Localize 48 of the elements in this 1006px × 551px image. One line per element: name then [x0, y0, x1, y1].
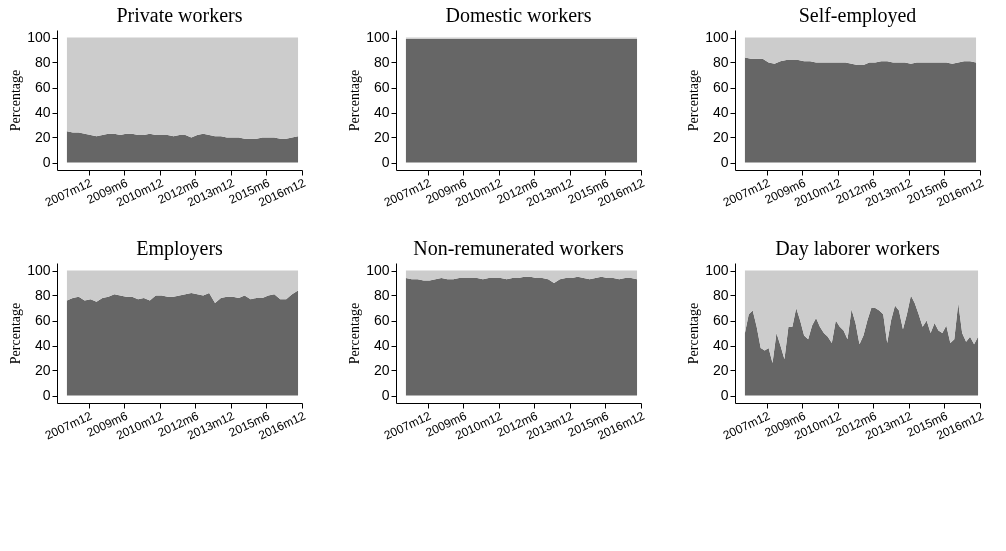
- y-tick-label: 100: [705, 29, 729, 45]
- chart-title: Domestic workers: [445, 4, 592, 26]
- y-tick-label: 20: [373, 129, 390, 145]
- y-tick-label: 100: [366, 29, 390, 45]
- y-tick-label: 20: [373, 362, 390, 378]
- y-tick-label: 20: [712, 362, 729, 378]
- y-tick-label: 0: [42, 387, 51, 403]
- y-tick-label: 0: [42, 154, 51, 170]
- y-tick-label: 0: [381, 154, 390, 170]
- y-tick-label: 100: [27, 262, 51, 278]
- y-tick-label: 20: [34, 129, 51, 145]
- y-tick-label: 20: [712, 129, 729, 145]
- y-tick-label: 80: [34, 54, 51, 70]
- chart-title: Non-remunerated workers: [413, 237, 624, 259]
- y-tick-label: 60: [373, 312, 390, 328]
- y-tick-label: 80: [373, 54, 390, 70]
- y-tick-label: 100: [27, 29, 51, 45]
- y-tick-label: 80: [712, 54, 729, 70]
- y-axis-title: Percentage: [347, 69, 363, 132]
- y-tick-label: 40: [373, 337, 390, 353]
- y-tick-label: 80: [373, 287, 390, 303]
- y-tick-label: 100: [366, 262, 390, 278]
- chart-title: Self-employed: [798, 4, 917, 27]
- y-axis-title: Percentage: [8, 302, 24, 365]
- y-tick-label: 40: [712, 104, 729, 120]
- y-tick-label: 40: [34, 337, 51, 353]
- y-axis-title: Percentage: [686, 302, 702, 365]
- y-tick-label: 100: [705, 262, 729, 278]
- chart-title: Employers: [136, 237, 224, 260]
- y-tick-label: 20: [34, 362, 51, 378]
- y-tick-label: 0: [381, 387, 390, 403]
- y-tick-label: 60: [34, 79, 51, 95]
- y-axis-title: Percentage: [8, 69, 24, 132]
- y-tick-label: 40: [34, 104, 51, 120]
- y-tick-label: 60: [373, 79, 390, 95]
- y-tick-label: 0: [720, 154, 729, 170]
- y-tick-label: 80: [712, 287, 729, 303]
- chart-title: Private workers: [116, 4, 243, 26]
- y-tick-label: 0: [720, 387, 729, 403]
- y-tick-label: 80: [34, 287, 51, 303]
- y-axis-title: Percentage: [686, 69, 702, 132]
- y-tick-label: 40: [373, 104, 390, 120]
- chart-title: Day laborer workers: [775, 237, 940, 260]
- y-axis-title: Percentage: [347, 302, 363, 365]
- y-tick-label: 60: [34, 312, 51, 328]
- y-tick-label: 40: [712, 337, 729, 353]
- y-tick-label: 60: [712, 79, 729, 95]
- y-tick-label: 60: [712, 312, 729, 328]
